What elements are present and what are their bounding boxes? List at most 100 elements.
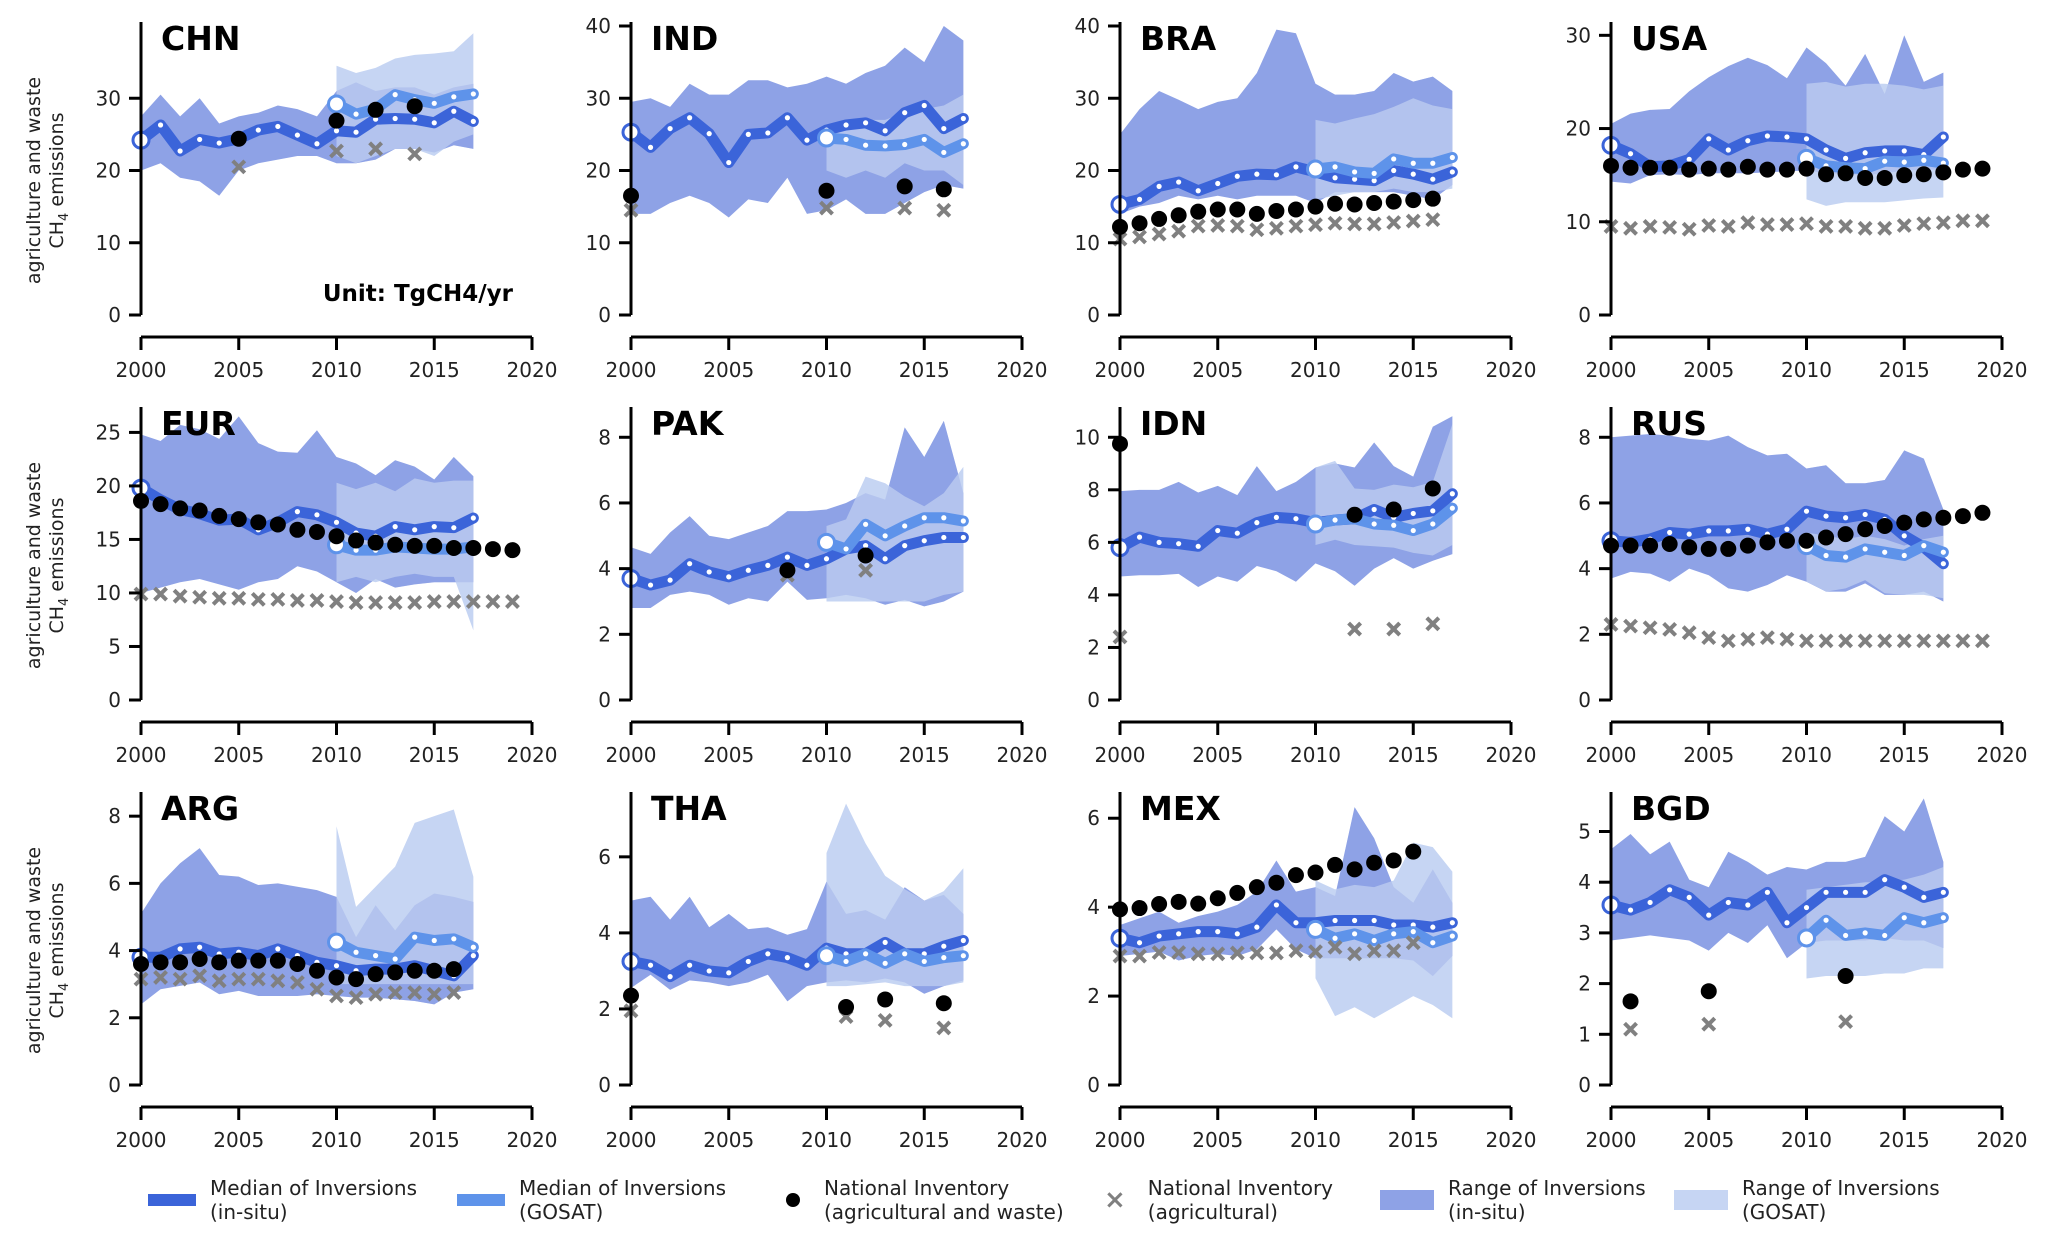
median-insitu-point: [1862, 889, 1868, 895]
median-insitu-point: [1784, 920, 1790, 926]
median-gosat-point: [960, 953, 966, 959]
inventory-agri-marker: [1366, 943, 1382, 959]
inventory-total-marker: [1307, 864, 1324, 881]
inventory-total-marker: [1131, 215, 1148, 232]
median-gosat-point: [1862, 546, 1868, 552]
range-insitu-overlap: [1315, 416, 1453, 586]
median-gosat-point: [1823, 552, 1829, 559]
inventory-total-marker: [935, 181, 952, 198]
median-gosat-point: [1332, 517, 1338, 523]
y-axis-label-2: CH4 emissions: [46, 882, 72, 1018]
y-tick-label: 0: [598, 688, 611, 712]
median-gosat-point: [1940, 549, 1946, 555]
median-insitu-point: [1647, 899, 1653, 906]
inventory-agri-marker: [1759, 630, 1775, 646]
inventory-total-marker: [935, 995, 952, 1012]
inventory-total-marker: [367, 101, 384, 118]
median-insitu-point: [1254, 924, 1260, 930]
inventory-agri-marker: [289, 975, 305, 990]
x-tick-label: 2015: [1388, 358, 1439, 382]
median-gosat-point: [1371, 521, 1377, 527]
median-insitu-point: [1823, 147, 1829, 153]
inventory-agri-marker: [1701, 630, 1717, 646]
median-insitu-point: [706, 131, 712, 137]
inventory-agri-marker: [1681, 221, 1697, 237]
x-tick-label: 2015: [1388, 1128, 1439, 1152]
inventory-agri-marker: [407, 146, 423, 162]
x-tick-label: 2010: [311, 358, 362, 382]
median-gosat-point: [1449, 933, 1455, 939]
panel-pak: 0 2 4 6 8 2000 2005 2010 2015 2020 PAK: [598, 404, 1047, 767]
median-gosat-point: [1371, 170, 1377, 176]
y-tick-label: 0: [108, 688, 121, 712]
median-insitu-point: [823, 556, 830, 562]
y-tick-label: 5: [108, 634, 121, 658]
median-insitu-point: [333, 128, 340, 134]
inventory-agri-marker: [309, 593, 325, 608]
inventory-agri-marker: [1740, 215, 1756, 231]
inventory-agri-marker: [1955, 633, 1971, 649]
inventory-agri-marker: [250, 971, 266, 987]
inventory-agri-marker: [1249, 945, 1265, 961]
x-tick-label: 2000: [1095, 743, 1146, 767]
median-gosat-point: [1410, 929, 1416, 935]
median-insitu-point: [882, 128, 888, 134]
inventory-total-marker: [1681, 539, 1698, 556]
inventory-agri-marker: [211, 590, 227, 606]
inventory-total-marker: [1798, 532, 1815, 549]
inventory-agri-marker: [1877, 633, 1893, 649]
median-gosat-point: [817, 946, 836, 966]
inventory-total-marker: [426, 537, 443, 554]
inventory-agri-marker: [1623, 618, 1638, 634]
inventory-agri-marker: [368, 595, 384, 611]
legend-swatch-insitu-median: [148, 1194, 196, 1206]
inventory-agri-marker: [270, 973, 286, 989]
median-insitu-point: [882, 939, 888, 946]
range-overlap: [1806, 35, 1944, 176]
median-insitu-point: [294, 509, 300, 515]
y-tick-label: 30: [586, 86, 611, 110]
median-insitu-point: [667, 125, 673, 132]
median-gosat-point: [843, 546, 849, 552]
median-gosat-point: [843, 136, 849, 143]
inventory-total-marker: [1915, 166, 1932, 183]
inventory-agri-marker: [936, 202, 952, 218]
median-gosat-point: [1391, 931, 1397, 937]
median-insitu-point: [765, 562, 771, 568]
inventory-agri-marker: [1681, 625, 1697, 641]
y-label-subscript: 4: [57, 213, 72, 221]
x-tick-label: 2015: [899, 358, 950, 382]
inventory-total-marker: [1642, 159, 1659, 176]
median-insitu-point: [1332, 175, 1338, 181]
median-gosat-point: [451, 936, 457, 942]
y-axis-label-2: CH4 emissions: [46, 112, 72, 248]
inventory-total-marker: [1876, 169, 1893, 186]
inventory-agri-marker: [505, 594, 520, 609]
median-insitu-point: [1725, 899, 1731, 906]
inventory-total-marker: [191, 502, 208, 519]
median-insitu-point: [451, 108, 457, 114]
x-tick-label: 2020: [1486, 1128, 1537, 1152]
y-tick-label: 4: [1578, 870, 1591, 894]
inventory-agri-marker: [1623, 1021, 1638, 1037]
x-tick-label: 2020: [1977, 743, 2028, 767]
inventory-total-marker: [1720, 540, 1737, 557]
inventory-total-marker: [1661, 536, 1678, 553]
range-insitu-overlap: [1806, 450, 1944, 602]
panel-bgd: 0 1 2 3 4 5 2000 2005 2010 2015 2020 BGD: [1578, 789, 2027, 1152]
median-gosat-line: [821, 948, 969, 969]
inventory-total-marker: [1190, 203, 1207, 220]
median-gosat-point: [1410, 160, 1416, 166]
x-tick-label: 2000: [1095, 1128, 1146, 1152]
panel-mex: 0 2 4 6 2000 2005 2010 2015 2020 MEX: [1087, 789, 1536, 1152]
median-insitu-point: [294, 132, 300, 138]
y-tick-label: 0: [598, 303, 611, 327]
inventory-agri-marker: [1210, 946, 1226, 962]
inventory-agri-marker: [1288, 943, 1304, 959]
inventory-agri-marker: [1799, 633, 1814, 649]
inventory-total-marker: [1818, 166, 1835, 183]
panel-title: USA: [1631, 19, 1708, 58]
y-tick-label: 2: [598, 997, 611, 1021]
legend-label: Median of Inversions: [519, 1176, 726, 1200]
inventory-agri-marker: [407, 985, 423, 1001]
